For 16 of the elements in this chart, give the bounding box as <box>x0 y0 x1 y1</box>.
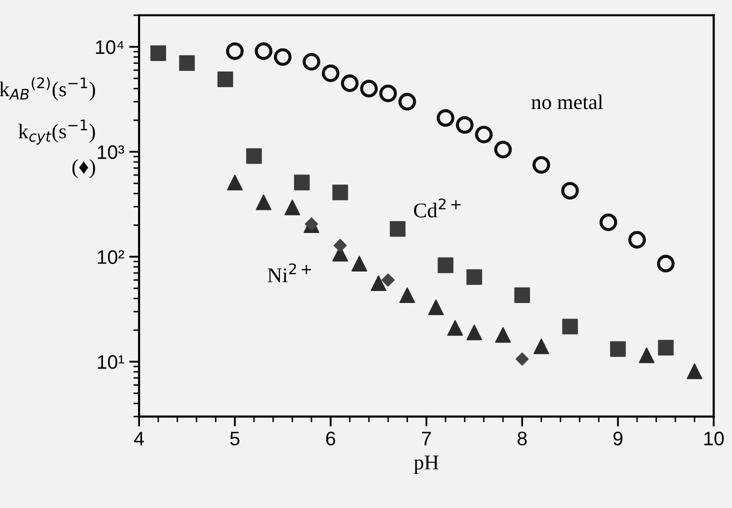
y-tick-label: 10⁴ <box>96 40 124 54</box>
y-tick-label: 10³ <box>98 145 124 160</box>
text: no metal <box>532 94 603 110</box>
x-axis-title: pH <box>414 456 439 474</box>
x-tick-label: 10 <box>704 432 724 446</box>
text: k$_{AB}$$^{(2)}$(s$^{−1}$) k$_{cyt}$(s$^{−1}$) (♦) <box>0 77 96 178</box>
x-tick-label: 7 <box>422 432 431 446</box>
series-label: Cd$^{2+}$ <box>414 198 460 218</box>
y-tick-label: 10¹ <box>98 355 124 369</box>
x-tick-label: 4 <box>134 432 144 446</box>
x-tick-label: 6 <box>326 432 336 446</box>
x-tick-label: 8 <box>518 432 527 446</box>
y-tick-label: 10² <box>98 250 124 264</box>
x-tick-label: 5 <box>230 432 240 446</box>
series-label: Ni$^{2+}$ <box>268 263 311 282</box>
x-tick-label: 9 <box>613 432 622 446</box>
